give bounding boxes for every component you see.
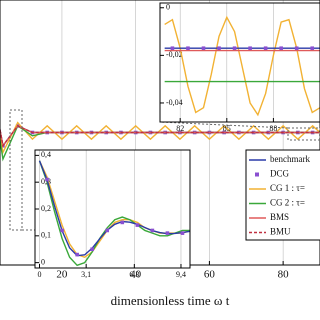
data-point (294, 46, 299, 51)
x-tick-label: 85 (223, 124, 231, 133)
data-point (60, 228, 64, 233)
data-point (232, 46, 237, 51)
series-line (0, 125, 320, 148)
data-point (217, 46, 221, 51)
y-tick-label: 0 (166, 3, 170, 12)
data-point (180, 231, 185, 235)
x-tick-label: 60 (204, 268, 216, 280)
data-point (263, 46, 268, 51)
data-point (310, 46, 315, 51)
legend-marker (255, 172, 259, 177)
x-tick-label: 80 (278, 268, 290, 280)
y-tick-label: -0,02 (166, 50, 183, 59)
x-tick-label: 40 (130, 268, 142, 280)
y-tick-label: 0 (41, 257, 45, 266)
x-tick-label: 20 (56, 268, 68, 280)
data-point (45, 177, 49, 182)
legend-label: DCG (270, 169, 290, 179)
legend-label: CG 1 : τ= (270, 183, 305, 193)
x-tick-label: 3,1 (81, 270, 91, 279)
y-tick-label: 0,2 (41, 204, 51, 213)
y-tick-label: 0,4 (41, 150, 51, 159)
y-tick-label: 0,3 (41, 177, 51, 186)
zoom-box (287, 127, 320, 141)
series-line (38, 160, 191, 257)
x-tick-label: 9,4 (176, 270, 186, 279)
x-axis-label: dimensionless time ω t (111, 293, 230, 308)
plot-frame (34, 149, 191, 269)
x-tick-label: 0 (38, 270, 42, 279)
legend-label: BMS (270, 212, 289, 222)
plot-area: 82 85 88 0 -0,02 -0,04 (159, 2, 320, 133)
x-tick-label: 82 (176, 124, 184, 133)
y-tick-label: -0,04 (166, 98, 183, 107)
data-point (135, 223, 140, 227)
data-point (75, 252, 79, 257)
data-point (248, 46, 252, 51)
zoom-connector (159, 121, 289, 129)
legend-label: CG 2 : τ= (270, 198, 305, 208)
plot-area: 0 3,1 6,3 9,4 0 0,1 0,2 0,3 0,4 (34, 149, 191, 279)
y-tick-label: 0,1 (41, 231, 51, 240)
data-point (90, 247, 94, 252)
data-point (279, 46, 283, 51)
series-line (38, 160, 190, 267)
data-point (105, 228, 110, 233)
legend-label: BMU (270, 227, 291, 237)
data-point (120, 220, 125, 225)
legend: benchmark DCG CG 1 : τ= CG 2 : τ= BMS BMU (245, 149, 320, 241)
data-point (165, 231, 170, 235)
series-line (164, 15, 320, 117)
x-tick-label: 6,3 (129, 270, 139, 279)
plot-frame (159, 2, 320, 123)
legend-label: benchmark (270, 154, 310, 164)
inset-background (160, 3, 320, 122)
zoom-box (9, 109, 23, 231)
data-point (201, 46, 206, 51)
data-point (186, 46, 190, 51)
legend-box (245, 149, 320, 241)
x-tick-label: 88 (269, 124, 277, 133)
data-point (150, 228, 155, 233)
inset-background (35, 150, 190, 268)
data-point (170, 46, 175, 51)
